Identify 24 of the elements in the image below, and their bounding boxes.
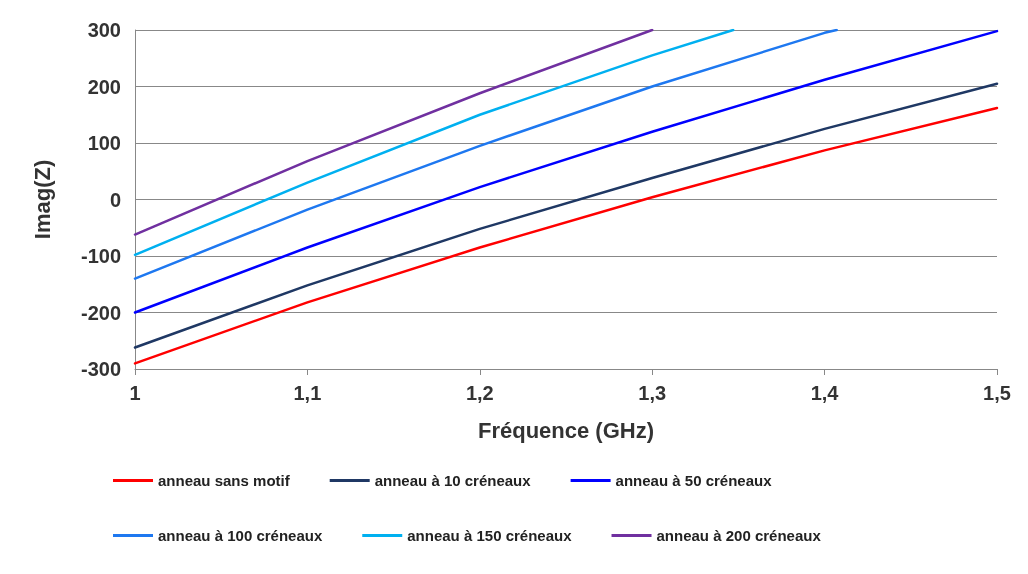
- x-tick-label: 1,2: [465, 382, 494, 404]
- legend-label: anneau à 100 créneaux: [158, 527, 323, 544]
- line-series: [133, 28, 654, 236]
- y-axis-title: Imag(Z): [29, 159, 55, 240]
- y-tick-label: 100: [87, 132, 121, 154]
- x-tick-label: 1,5: [983, 382, 1011, 404]
- x-tick-label: 1,1: [293, 382, 322, 404]
- y-tick-label: 200: [87, 75, 121, 98]
- legend-label: anneau à 200 créneaux: [656, 527, 822, 544]
- x-tick-label: 1: [129, 382, 141, 404]
- legend-label: anneau à 150 créneaux: [407, 527, 573, 544]
- y-tick-label: -100: [80, 245, 121, 267]
- y-tick-label: 0: [109, 188, 121, 211]
- legend-label: anneau à 10 créneaux: [374, 472, 532, 489]
- legend-label: anneau à 50 créneaux: [615, 472, 773, 489]
- line-series: [133, 28, 735, 257]
- x-axis-title: Fréquence (GHz): [477, 417, 655, 443]
- y-tick-label: -200: [80, 301, 121, 324]
- y-tick-label: 300: [87, 19, 121, 41]
- y-tick-label: -300: [80, 358, 121, 380]
- x-tick-label: 1,4: [810, 382, 840, 404]
- line-series: [133, 28, 838, 280]
- legend-label: anneau sans motif: [158, 472, 291, 489]
- x-tick-label: 1,3: [638, 382, 667, 404]
